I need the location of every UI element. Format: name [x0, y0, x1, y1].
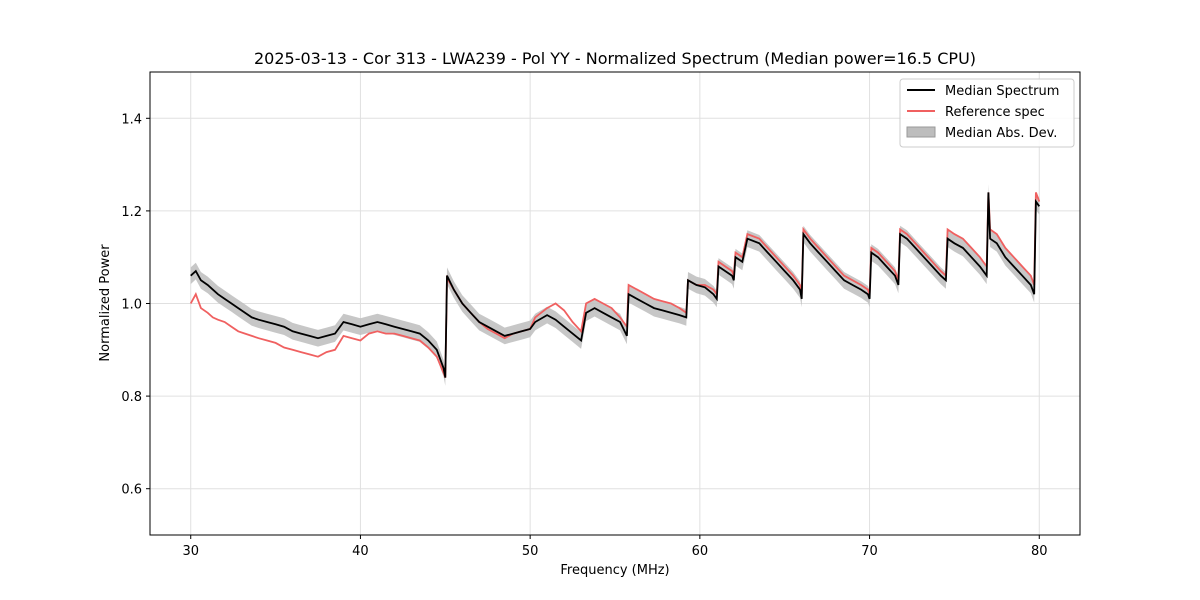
y-tick-label: 1.2 — [121, 205, 142, 220]
tick-layer: 30 40 50 60 70 80 0.6 0.8 1.0 1.2 1.4 — [121, 112, 1047, 559]
x-tick-label: 50 — [522, 544, 539, 559]
median-spectrum-line — [190, 192, 1041, 378]
y-tick-label: 1.4 — [121, 112, 142, 127]
x-tick-label: 70 — [861, 544, 878, 559]
reference-spectrum-line — [189, 192, 1041, 378]
legend-reference-label: Reference spec — [945, 105, 1045, 120]
y-tick-label: 1.0 — [121, 298, 142, 313]
x-tick-label: 60 — [692, 544, 709, 559]
legend-box — [899, 78, 1075, 148]
x-tick-label: 30 — [182, 544, 199, 559]
chart-title: 2025-03-13 - Cor 313 - LWA239 - Pol YY -… — [254, 49, 976, 68]
x-tick-label: 40 — [352, 544, 369, 559]
legend: Median Spectrum Reference spec Median Ab… — [899, 78, 1075, 148]
x-axis-label: Frequency (MHz) — [560, 563, 669, 578]
y-axis-label: Normalized Power — [98, 244, 113, 362]
y-tick-label: 0.6 — [121, 483, 142, 498]
legend-median-label: Median Spectrum — [945, 84, 1059, 99]
y-tick-label: 0.8 — [121, 390, 142, 405]
legend-mad-swatch — [906, 126, 936, 138]
x-tick-label: 80 — [1031, 544, 1048, 559]
series-layer — [189, 192, 1041, 378]
legend-mad-label: Median Abs. Dev. — [945, 126, 1057, 141]
